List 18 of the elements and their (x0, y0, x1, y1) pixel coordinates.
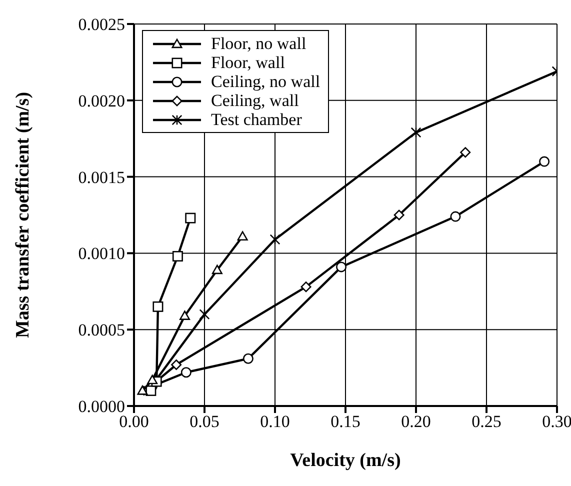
legend-label: Test chamber (211, 110, 302, 129)
y-axis-title: Mass transfer coefficient (m/s) (12, 92, 34, 338)
x-tick-label: 0.30 (542, 412, 571, 432)
x-tick-label: 0.20 (401, 412, 431, 432)
x-axis-title: Velocity (m/s) (290, 450, 401, 471)
y-tick-label: 0.0005 (78, 320, 125, 340)
legend-label: Ceiling, no wall (211, 72, 320, 91)
x-tick-label: 0.05 (190, 412, 220, 432)
legend-label: Floor, wall (211, 53, 285, 72)
x-tick-label: 0.15 (330, 412, 360, 432)
y-tick-label: 0.0015 (78, 168, 125, 187)
y-tick-label: 0.0010 (78, 244, 125, 264)
y-tick-label: 0.0020 (78, 91, 125, 110)
x-tick-label: 0.25 (472, 412, 502, 432)
x-tick-label: 0.10 (260, 412, 290, 432)
legend-label: Ceiling, wall (211, 91, 299, 110)
y-tick-label: 0.0025 (78, 15, 125, 34)
legend-label: Floor, no wall (211, 34, 306, 53)
